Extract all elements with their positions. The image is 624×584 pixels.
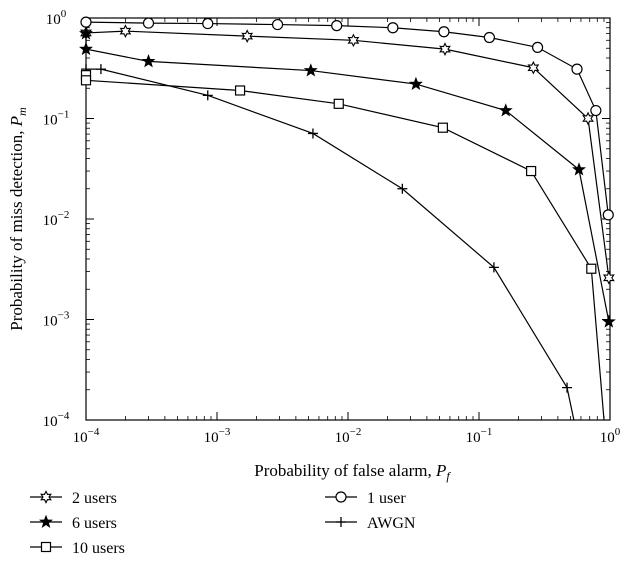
data-point-10-users (80, 75, 92, 86)
x-tick-label: 10−3 (204, 426, 231, 446)
data-point-6-users (79, 41, 93, 56)
y-axis-title: Probability of miss detection, Pm (7, 107, 29, 331)
data-point-1-user (387, 22, 399, 34)
data-point-1-user (202, 17, 214, 30)
data-point-6-users (303, 63, 318, 77)
data-point-1-user (438, 26, 450, 38)
data-point-awgn (202, 90, 213, 101)
legend-label: 10 users (72, 540, 125, 557)
data-point-1-user (531, 41, 544, 53)
data-point-2-users (602, 270, 615, 285)
series-2-users (80, 24, 615, 285)
data-point-2-users (241, 29, 254, 43)
x-tick-label: 10−4 (73, 426, 100, 446)
legend-item-2-users: 2 users (30, 490, 117, 507)
data-point-awgn (562, 382, 573, 393)
legend-label: 2 users (72, 490, 117, 507)
data-point-awgn (397, 183, 408, 194)
legend-label: 1 user (367, 490, 406, 507)
series-1-user (80, 16, 614, 221)
series-10-users (80, 70, 605, 421)
data-point-awgn (95, 64, 106, 75)
series-line-awgn (86, 68, 575, 421)
y-tick-label: 10−4 (43, 410, 70, 430)
data-point-2-users (347, 33, 360, 48)
data-point-10-users (586, 263, 597, 274)
series-line-10-users (85, 75, 605, 421)
series-6-users (79, 26, 616, 328)
series-line-2-users (85, 30, 610, 278)
data-point-6-users (601, 314, 616, 328)
y-tick-label: 10−3 (43, 310, 70, 330)
legend-marker (336, 517, 346, 527)
legend-marker (40, 541, 52, 553)
legend-marker (40, 490, 52, 504)
data-point-6-users (572, 162, 586, 176)
data-point-awgn (488, 262, 499, 273)
data-point-1-user (80, 16, 92, 28)
legend-label: AWGN (367, 515, 416, 532)
data-point-1-user (483, 31, 495, 44)
data-point-2-users (439, 42, 451, 56)
x-tick-label: 10−1 (466, 426, 493, 446)
series-line-1-user (85, 21, 609, 215)
data-point-10-users (234, 85, 246, 96)
series-line-6-users (85, 33, 610, 322)
data-point-awgn (307, 128, 318, 139)
plot-frame (85, 17, 611, 421)
legend-marker (335, 491, 347, 503)
data-point-1-user (602, 209, 614, 221)
y-tick-label: 10−1 (43, 109, 70, 129)
legend-item-1-user: 1 user (325, 490, 406, 507)
data-point-6-users (408, 76, 423, 91)
y-tick-label: 100 (46, 8, 67, 28)
x-tick-label: 100 (600, 426, 621, 446)
legend-label: 6 users (72, 515, 117, 532)
data-point-10-users (437, 122, 448, 133)
axis-labels: Probability of false alarm, Pf Probabilit… (7, 107, 451, 483)
data-point-1-user (142, 17, 155, 29)
legend-item-awgn: AWGN (325, 515, 416, 532)
legend-item-10-users: 10 users (30, 540, 125, 557)
y-tick-label: 10−2 (43, 209, 70, 229)
data-point-2-users (119, 24, 132, 38)
series-awgn (81, 64, 575, 421)
data-point-1-user (590, 104, 602, 117)
plot-axes: 10−4 10−3 10−2 10−1 100 10−4 10−3 10−2 10−1 100 (43, 8, 621, 446)
data-point-10-users (333, 98, 344, 109)
data-point-2-users (582, 111, 594, 126)
data-point-6-users (498, 103, 513, 117)
legend-marker (39, 514, 53, 528)
data-point-6-users (141, 54, 156, 68)
data-point-1-user (271, 18, 284, 31)
legend-item-6-users: 6 users (30, 514, 117, 532)
data-point-1-user (331, 20, 343, 32)
x-axis-title: Probability of false alarm, Pf (254, 461, 451, 483)
data-point-10-users (526, 165, 537, 177)
data-point-6-users (79, 26, 93, 40)
x-tick-label: 10−2 (335, 426, 362, 446)
data-point-1-user (571, 63, 583, 75)
legend: 2 users 1 user 6 users AWGN 10 users (30, 490, 416, 557)
data-point-2-users (527, 60, 540, 75)
plot-series (79, 16, 616, 421)
